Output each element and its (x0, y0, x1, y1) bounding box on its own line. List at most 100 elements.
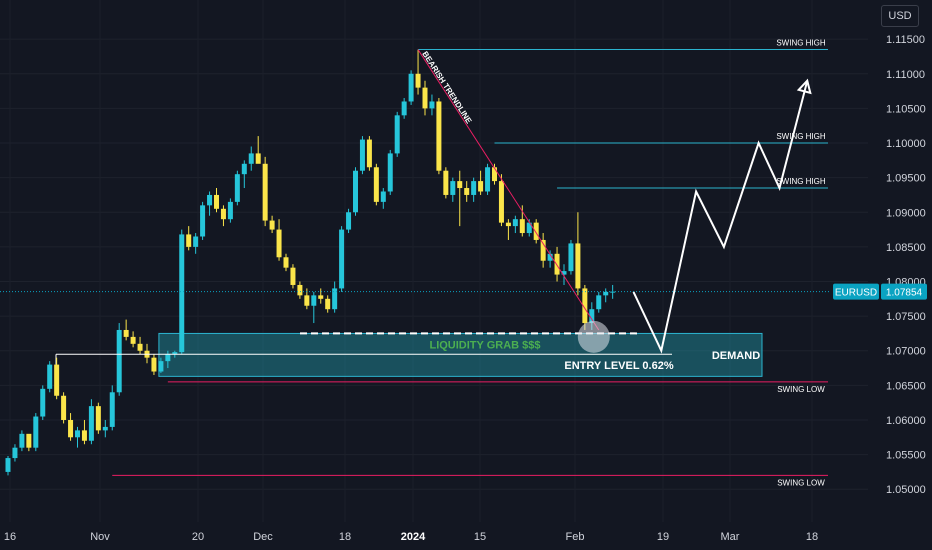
price-tick-label: 1.06000 (886, 415, 926, 427)
time-tick-label: 15 (474, 531, 486, 543)
candle-body (359, 139, 365, 171)
candle-body (165, 354, 171, 362)
candle-body (283, 257, 289, 268)
candle-body (19, 433, 25, 448)
candle-body (5, 458, 11, 472)
candle-body (582, 288, 588, 324)
candle-body (137, 343, 143, 351)
candle-body (457, 181, 463, 189)
candle-body (505, 222, 511, 227)
price-tick-label: 1.09500 (886, 173, 926, 185)
liquidity-grab-label: LIQUIDITY GRAB $$$ (429, 339, 540, 351)
candle-body (498, 181, 504, 223)
candle-body (172, 352, 178, 355)
time-tick-label: Nov (90, 531, 110, 543)
time-tick-label: Feb (566, 531, 585, 543)
candle-body (512, 219, 518, 227)
candle-body (61, 395, 67, 420)
candle-body (422, 87, 428, 109)
symbol-tag: EURUSD (835, 288, 877, 299)
time-tick-label: 16 (4, 531, 16, 543)
time-tick-label: 2024 (401, 531, 426, 543)
demand-label: DEMAND (712, 350, 760, 362)
candle-body (116, 329, 122, 393)
candle-body (81, 430, 87, 441)
candle-body (478, 181, 484, 192)
candle-body (415, 73, 421, 88)
time-tick-label: Dec (253, 531, 273, 543)
candle-body (227, 201, 233, 220)
candle-body (241, 163, 247, 175)
candle-body (130, 336, 136, 344)
currency-button[interactable]: USD (881, 5, 919, 27)
candle-body (603, 291, 609, 296)
candle-body (269, 220, 275, 230)
candle-body (339, 229, 345, 289)
candle-body (429, 101, 435, 109)
swing-high-label: SWING HIGH (776, 39, 826, 48)
arrow-up-icon (796, 78, 812, 95)
candle-body (207, 194, 213, 206)
price-tick-label: 1.09000 (886, 207, 926, 219)
candle-body (401, 101, 407, 116)
candle-body (311, 295, 317, 306)
time-axis[interactable]: 16 Nov 20 Dec 18 2024 15 Feb 19 Mar 18 (4, 531, 818, 543)
candle-body (151, 357, 157, 372)
candle-body (519, 219, 525, 234)
candle-body (214, 194, 219, 209)
candle-body (450, 181, 456, 195)
swing-high-label: SWING HIGH (776, 132, 826, 141)
grid (0, 38, 868, 490)
candle-body (596, 295, 602, 310)
price-tag: EURUSD 1.07854 (833, 283, 927, 300)
entry-marker-circle (577, 320, 610, 353)
candle-body (290, 267, 296, 285)
price-tick-label: 1.10000 (886, 138, 926, 150)
last-price-tag: 1.07854 (886, 288, 923, 299)
candle-body (33, 416, 39, 448)
candle-body (26, 433, 32, 448)
candle-body (179, 234, 185, 353)
candle-body (353, 170, 358, 213)
candle-body (561, 271, 567, 275)
candle-body (366, 139, 372, 168)
candle-body (54, 364, 60, 396)
candle-body (526, 222, 532, 234)
price-tick-label: 1.05000 (886, 484, 926, 496)
price-tick-label: 1.07000 (886, 346, 926, 358)
candle-body (75, 430, 80, 438)
candle-body (88, 406, 94, 441)
candle-body (332, 288, 338, 310)
candle-body (547, 253, 553, 261)
swing-low-label: SWING LOW (777, 478, 825, 487)
time-tick-label: 19 (657, 531, 669, 543)
candle-body (554, 253, 560, 275)
candle-body (443, 170, 449, 195)
candle-body (95, 406, 101, 431)
candle-body (464, 188, 470, 195)
price-tag-bg (881, 283, 927, 300)
candle-body (248, 153, 254, 164)
candle-body (373, 167, 379, 202)
candle-body (276, 229, 282, 258)
candle-body (255, 153, 261, 164)
bearish-trendline-label: BEARISH TRENDLINE (420, 50, 473, 126)
price-axis[interactable]: 1.11500 1.11000 1.10500 1.10000 1.09500 1.090… (886, 34, 926, 496)
swing-low-label: SWING LOW (777, 385, 825, 394)
projection-path (632, 80, 809, 354)
candle-body (158, 361, 164, 372)
candle-body (325, 298, 331, 310)
candle-body (262, 163, 268, 221)
candle-body (485, 167, 491, 192)
candle-body (47, 364, 53, 389)
time-tick-label: 18 (806, 531, 818, 543)
candle-body (234, 174, 240, 202)
candle-body (533, 222, 539, 240)
candle-body (102, 426, 108, 431)
swing-high-label: SWING HIGH (776, 177, 826, 186)
candle-body (387, 153, 393, 192)
candle-body (575, 243, 581, 289)
candle-body (304, 295, 310, 306)
price-tick-label: 1.08500 (886, 242, 926, 254)
